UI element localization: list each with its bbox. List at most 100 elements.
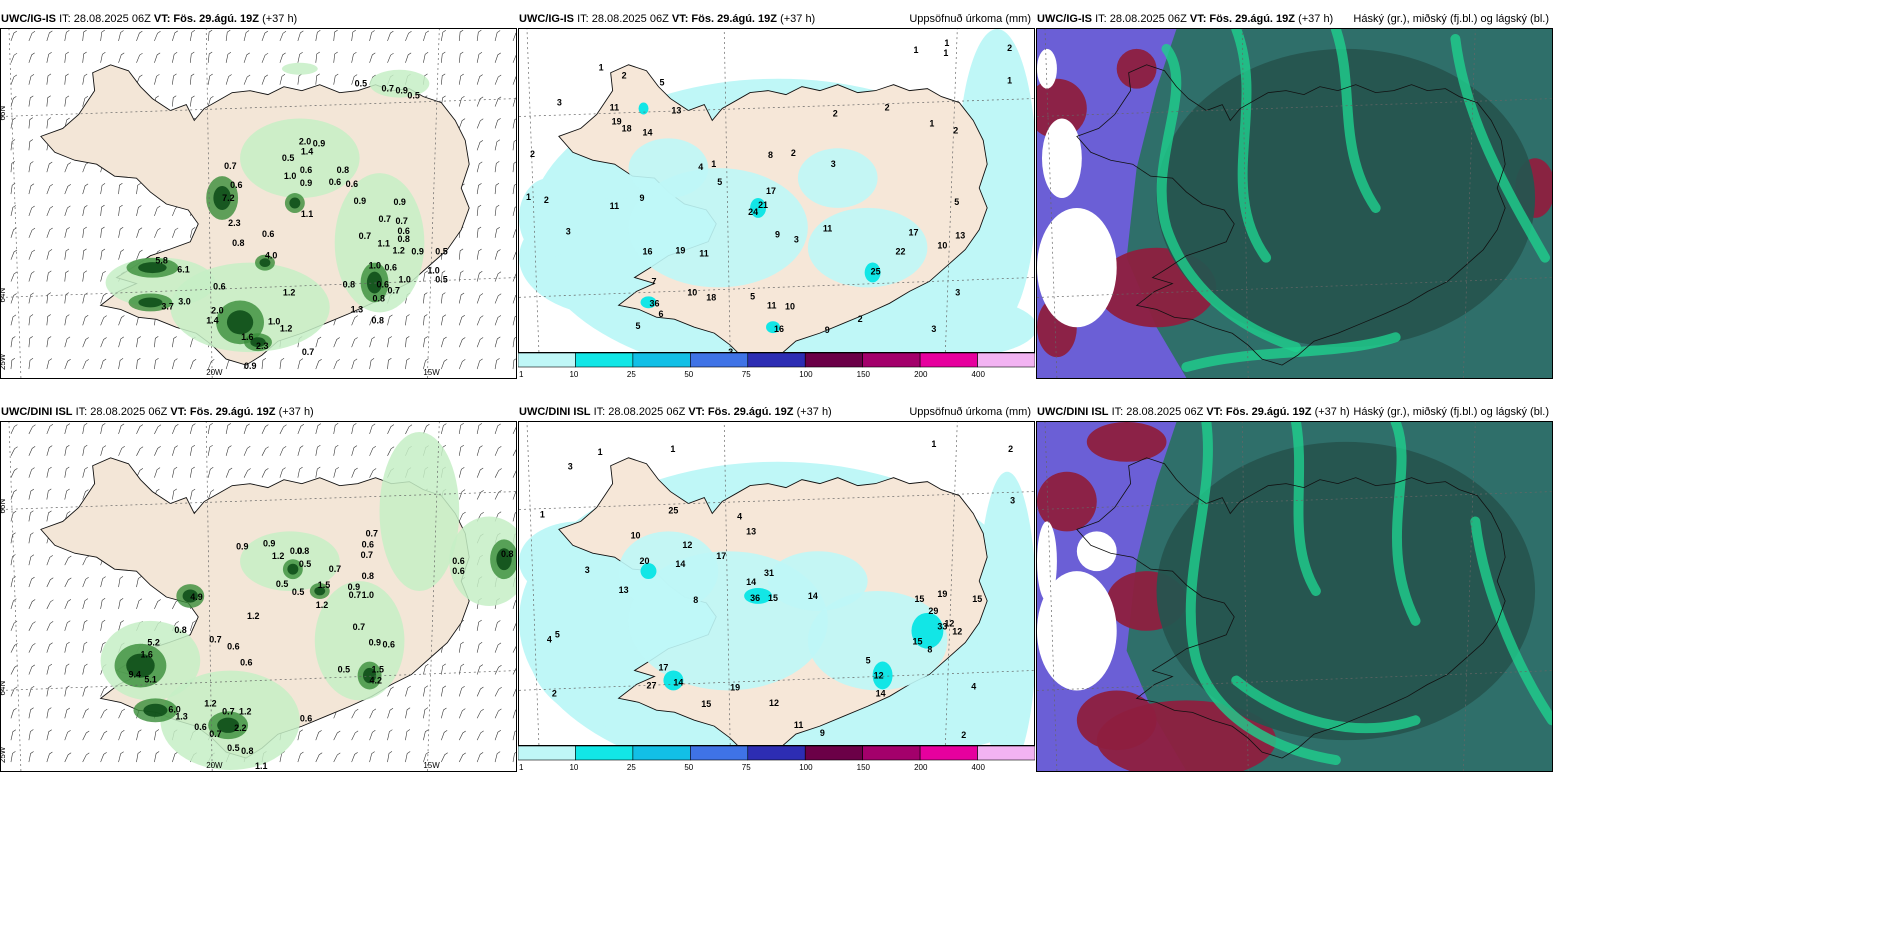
precip-value-label: 11 xyxy=(610,201,619,211)
wind-value-label: 0.5 xyxy=(227,743,239,753)
wind-value-label: 4.9 xyxy=(190,592,202,602)
wind-value-label: 0.5 xyxy=(338,665,350,675)
lead-time: (+37 h) xyxy=(796,406,832,418)
wind-value-label: 2.0 xyxy=(299,136,311,146)
lead-time: (+37 h) xyxy=(780,13,816,25)
precip-map: 1 1 2 1 1 2 5 1 3 11 13 19 18 14 2 2 1 2 8 2 3 1 5 4 2 9 11 17 24 21 9… xyxy=(518,28,1035,353)
wind-value-label: 0.7 xyxy=(366,528,378,538)
precip-value-label: 10 xyxy=(785,301,795,311)
precip-value-label: 2 xyxy=(728,347,733,352)
colorbar-tick-label: 400 xyxy=(972,763,986,772)
model-name: UWC/DINI ISL xyxy=(519,406,591,418)
wind-value-label: 5.2 xyxy=(147,638,159,648)
wind-labels: 0.70.9 0.60.9 0.00.8 0.71.20.5 0.60.80.7 0.60… xyxy=(129,528,514,771)
precip-value-label: 5 xyxy=(555,630,560,640)
precip-value-label: 1 xyxy=(598,447,603,457)
wind-value-label: 1.0 xyxy=(362,590,374,600)
precip-value-label: 36 xyxy=(750,593,760,603)
precip-value-label: 4 xyxy=(737,511,742,521)
colorbar-tick-label: 100 xyxy=(799,370,813,379)
wind-value-label: 0.9 xyxy=(393,197,405,207)
wind-value-label: 1.1 xyxy=(378,239,390,249)
lon-label: 25W xyxy=(1,353,7,370)
colorbar-segment xyxy=(690,353,749,368)
precip-value-label: 16 xyxy=(643,247,653,257)
wind-panel-dini-isl: UWC/DINI ISL IT: 28.08.2025 06Z VT: Fös.… xyxy=(0,403,517,772)
precip-value-label: 5 xyxy=(659,78,664,88)
precip-value-label: 2 xyxy=(791,148,796,158)
wind-value-label: 0.6 xyxy=(194,722,206,732)
precip-value-label: 15 xyxy=(701,699,711,709)
wind-value-label: 0.8 xyxy=(343,280,355,290)
valid-time: VT: Fös. 29.ágú. 19Z xyxy=(671,13,777,25)
precip-value-label: 18 xyxy=(706,292,716,302)
precip-value-label: 10 xyxy=(687,287,697,297)
precip-value-label: 2 xyxy=(833,108,838,118)
wind-value-label: 0.7 xyxy=(302,347,314,357)
valid-time: VT: Fös. 29.ágú. 19Z xyxy=(688,406,794,418)
colorbar-segment xyxy=(575,353,634,368)
precip-value-label: 20 xyxy=(640,556,650,566)
precip-value-label: 10 xyxy=(631,530,641,540)
wind-value-label: 0.9 xyxy=(369,638,381,648)
wind-value-label: 1.0 xyxy=(427,266,439,276)
colorbar-segment xyxy=(518,353,576,368)
precip-value-label: 8 xyxy=(927,645,932,655)
wind-value-label: 4.2 xyxy=(370,676,382,686)
precip-value-label: 14 xyxy=(673,677,683,687)
precip-value-label: 1 xyxy=(599,63,604,73)
panel-header: UWC/IG-IS IT: 28.08.2025 06Z VT: Fös. 29… xyxy=(0,10,517,28)
colorbar-tick-label: 150 xyxy=(857,370,871,379)
precip-value-label: 12 xyxy=(874,670,884,680)
panel-header: UWC/IG-IS IT: 28.08.2025 06Z VT: Fös. 29… xyxy=(518,10,1035,28)
wind-value-label: 0.5 xyxy=(282,153,294,163)
colorbar-tick-label: 100 xyxy=(799,763,813,772)
precip-value-label: 6 xyxy=(658,309,663,319)
precip-panel-ig-is: UWC/IG-IS IT: 28.08.2025 06Z VT: Fös. 29… xyxy=(518,10,1035,379)
graticule xyxy=(519,422,1034,745)
wind-value-label: 5.1 xyxy=(144,675,156,685)
precip-value-label: 21 xyxy=(758,200,768,210)
precip-colorbar: 1 10 25 50 75 100 150 200 400 xyxy=(518,353,1035,379)
precip-value-label: 1 xyxy=(670,444,675,454)
wind-value-label: 0.7 xyxy=(379,214,391,224)
precip-value-label: 13 xyxy=(619,585,629,595)
wind-value-label: 0.8 xyxy=(397,234,409,244)
colorbar-tick-label: 1 xyxy=(519,763,524,772)
precip-value-label: 13 xyxy=(955,231,965,241)
valid-time: VT: Fös. 29.ágú. 19Z xyxy=(170,406,276,418)
lat-label: 66N xyxy=(1,499,7,514)
iceland-outline xyxy=(1076,64,1506,366)
wind-value-label: 6.1 xyxy=(177,265,189,275)
wind-value-label: 2.2 xyxy=(234,723,246,733)
lon-label: 20W xyxy=(206,368,223,377)
wind-value-label: 1.3 xyxy=(351,304,363,314)
precip-value-label: 2 xyxy=(961,730,966,740)
model-name: UWC/IG-IS xyxy=(1037,13,1092,25)
wind-value-label: 1.5 xyxy=(372,665,384,675)
wind-value-label: 0.8 xyxy=(297,546,309,556)
colorbar-segment xyxy=(919,353,978,368)
wind-value-label: 1.3 xyxy=(175,711,187,721)
wind-value-label: 0.7 xyxy=(395,216,407,226)
init-time: IT: 28.08.2025 06Z xyxy=(59,13,151,25)
precip-value-label: 3 xyxy=(931,324,936,334)
precip-value-label: 3 xyxy=(585,565,590,575)
wind-value-label: 0.8 xyxy=(337,165,349,175)
precip-value-label: 7 xyxy=(651,276,656,286)
precip-value-label: 14 xyxy=(675,559,685,569)
wind-value-label: 1.0 xyxy=(284,171,296,181)
precip-value-label: 5 xyxy=(717,177,722,187)
cloud-map xyxy=(1036,28,1553,379)
precip-value-label: 29 xyxy=(928,606,938,616)
wind-value-label: 0.5 xyxy=(435,247,447,257)
wind-value-label: 0.6 xyxy=(240,658,252,668)
precip-value-label: 19 xyxy=(612,116,622,126)
wind-value-label: 6.0 xyxy=(168,704,180,714)
precip-value-label: 3 xyxy=(794,235,799,245)
precip-value-label: 9 xyxy=(825,325,830,335)
colorbar-tick-label: 10 xyxy=(569,370,578,379)
wind-value-label: 0.8 xyxy=(362,571,374,581)
wind-value-label: 1.4 xyxy=(206,315,218,325)
